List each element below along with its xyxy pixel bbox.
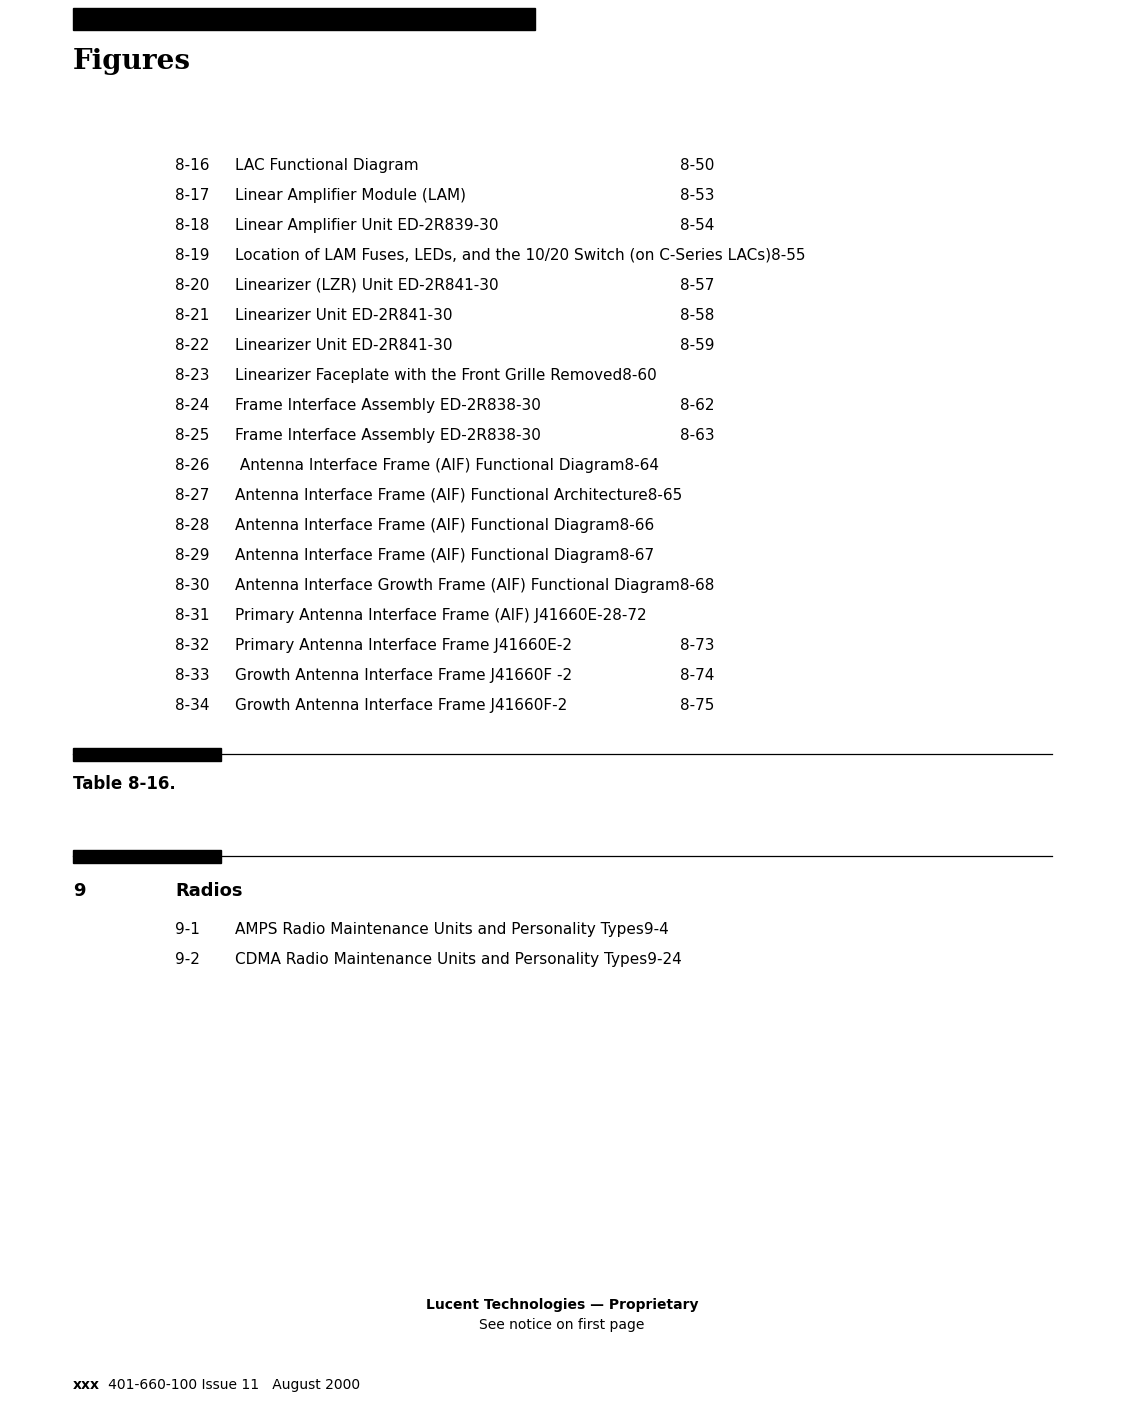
- Text: Growth Antenna Interface Frame J41660F-2: Growth Antenna Interface Frame J41660F-2: [235, 698, 567, 713]
- Text: Linear Amplifier Module (LAM): Linear Amplifier Module (LAM): [235, 188, 466, 203]
- Text: Linearizer Faceplate with the Front Grille Removed8-60: Linearizer Faceplate with the Front Gril…: [235, 369, 657, 383]
- Text: 8-28: 8-28: [176, 518, 209, 532]
- Text: AMPS Radio Maintenance Units and Personality Types9-4: AMPS Radio Maintenance Units and Persona…: [235, 922, 668, 938]
- Text: Growth Antenna Interface Frame J41660F -2: Growth Antenna Interface Frame J41660F -…: [235, 668, 573, 683]
- Text: Antenna Interface Frame (AIF) Functional Diagram8-67: Antenna Interface Frame (AIF) Functional…: [235, 548, 654, 563]
- Text: 8-19: 8-19: [176, 249, 209, 263]
- Text: 8-73: 8-73: [680, 638, 714, 652]
- Text: Primary Antenna Interface Frame (AIF) J41660E-28-72: Primary Antenna Interface Frame (AIF) J4…: [235, 609, 647, 623]
- Text: 8-21: 8-21: [176, 308, 209, 323]
- Text: 8-62: 8-62: [680, 398, 714, 412]
- Text: 8-54: 8-54: [680, 217, 714, 233]
- Text: 8-22: 8-22: [176, 337, 209, 353]
- Text: 8-74: 8-74: [680, 668, 714, 683]
- Text: 8-34: 8-34: [176, 698, 209, 713]
- Text: Linearizer Unit ED-2R841-30: Linearizer Unit ED-2R841-30: [235, 337, 452, 353]
- Text: 8-63: 8-63: [680, 428, 714, 443]
- Text: 8-59: 8-59: [680, 337, 714, 353]
- Text: Frame Interface Assembly ED-2R838-30: Frame Interface Assembly ED-2R838-30: [235, 428, 541, 443]
- Bar: [73, 748, 220, 761]
- Text: 8-17: 8-17: [176, 188, 209, 203]
- Bar: [73, 8, 536, 30]
- Text: Antenna Interface Frame (AIF) Functional Architecture8-65: Antenna Interface Frame (AIF) Functional…: [235, 489, 682, 503]
- Text: 8-18: 8-18: [176, 217, 209, 233]
- Text: Frame Interface Assembly ED-2R838-30: Frame Interface Assembly ED-2R838-30: [235, 398, 541, 412]
- Text: 8-25: 8-25: [176, 428, 209, 443]
- Text: Linearizer Unit ED-2R841-30: Linearizer Unit ED-2R841-30: [235, 308, 452, 323]
- Text: Table 8-16.: Table 8-16.: [73, 775, 176, 794]
- Text: 8-75: 8-75: [680, 698, 714, 713]
- Text: 8-29: 8-29: [176, 548, 209, 563]
- Text: 8-53: 8-53: [680, 188, 714, 203]
- Text: 8-31: 8-31: [176, 609, 209, 623]
- Text: 8-50: 8-50: [680, 158, 714, 174]
- Text: LAC Functional Diagram: LAC Functional Diagram: [235, 158, 418, 174]
- Text: Primary Antenna Interface Frame J41660E-2: Primary Antenna Interface Frame J41660E-…: [235, 638, 572, 652]
- Text: 8-57: 8-57: [680, 278, 714, 294]
- Text: See notice on first page: See notice on first page: [479, 1317, 645, 1332]
- Text: Linearizer (LZR) Unit ED-2R841-30: Linearizer (LZR) Unit ED-2R841-30: [235, 278, 498, 294]
- Text: xxx: xxx: [73, 1378, 100, 1392]
- Text: Linear Amplifier Unit ED-2R839-30: Linear Amplifier Unit ED-2R839-30: [235, 217, 498, 233]
- Text: Lucent Technologies — Proprietary: Lucent Technologies — Proprietary: [425, 1298, 699, 1312]
- Text: Antenna Interface Frame (AIF) Functional Diagram8-66: Antenna Interface Frame (AIF) Functional…: [235, 518, 655, 532]
- Text: 8-23: 8-23: [176, 369, 209, 383]
- Text: 8-20: 8-20: [176, 278, 209, 294]
- Text: 9-1: 9-1: [176, 922, 200, 938]
- Text: 8-32: 8-32: [176, 638, 209, 652]
- Text: Location of LAM Fuses, LEDs, and the 10/20 Switch (on C-Series LACs)8-55: Location of LAM Fuses, LEDs, and the 10/…: [235, 249, 806, 263]
- Bar: [73, 850, 220, 863]
- Text: 9-2: 9-2: [176, 952, 200, 967]
- Text: 401-660-100 Issue 11   August 2000: 401-660-100 Issue 11 August 2000: [94, 1378, 360, 1392]
- Text: CDMA Radio Maintenance Units and Personality Types9-24: CDMA Radio Maintenance Units and Persona…: [235, 952, 682, 967]
- Text: Antenna Interface Frame (AIF) Functional Diagram8-64: Antenna Interface Frame (AIF) Functional…: [235, 457, 659, 473]
- Text: 8-33: 8-33: [176, 668, 209, 683]
- Text: 8-27: 8-27: [176, 489, 209, 503]
- Text: Antenna Interface Growth Frame (AIF) Functional Diagram8-68: Antenna Interface Growth Frame (AIF) Fun…: [235, 578, 714, 593]
- Text: Radios: Radios: [176, 882, 243, 899]
- Text: 8-24: 8-24: [176, 398, 209, 412]
- Text: Figures: Figures: [73, 48, 191, 75]
- Text: 8-16: 8-16: [176, 158, 209, 174]
- Text: 8-26: 8-26: [176, 457, 209, 473]
- Text: 8-30: 8-30: [176, 578, 209, 593]
- Text: 9: 9: [73, 882, 86, 899]
- Text: 8-58: 8-58: [680, 308, 714, 323]
